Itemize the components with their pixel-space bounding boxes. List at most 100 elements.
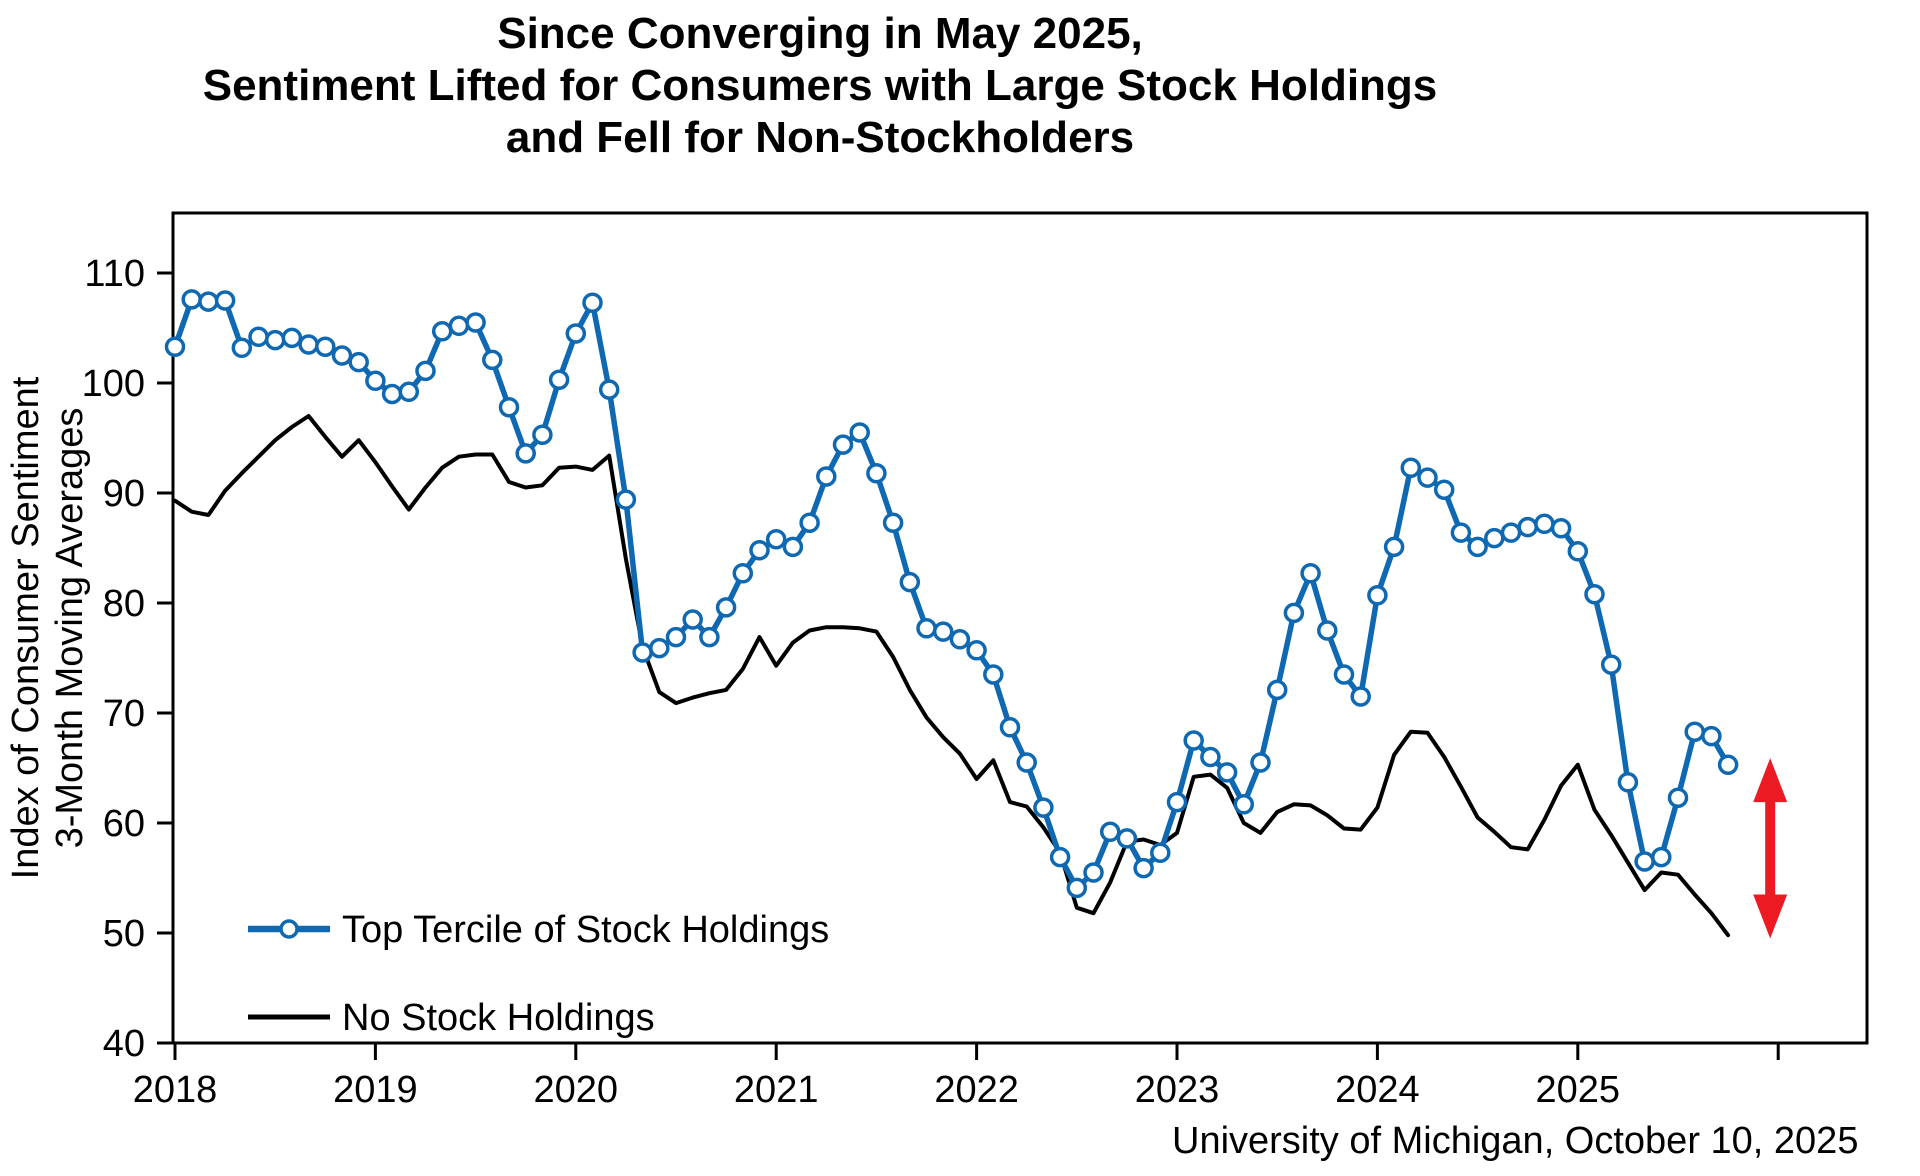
data-point-marker (699, 626, 720, 648)
source-note: University of Michigan, October 10, 2025 (1172, 1120, 1859, 1162)
y-axis-label-line: 3-Month Moving Averages (49, 408, 91, 849)
data-point-marker (565, 323, 587, 344)
data-point-marker (1016, 752, 1037, 773)
x-tick-label: 2020 (534, 1069, 619, 1111)
data-point-marker (916, 618, 937, 639)
data-point-marker (1250, 752, 1271, 773)
data-point-marker (1450, 522, 1472, 543)
data-point-marker (1584, 583, 1605, 605)
data-point-marker (164, 336, 186, 357)
y-tick-label: 40 (103, 1023, 145, 1065)
data-point-marker (548, 369, 570, 390)
data-point-marker (1200, 746, 1221, 768)
data-point-marker (749, 539, 770, 561)
data-point-marker (682, 609, 703, 630)
data-point-marker (1617, 772, 1639, 793)
data-point-marker (949, 629, 971, 650)
x-tick-label: 2023 (1135, 1069, 1220, 1111)
data-point-marker (782, 536, 804, 558)
data-point-marker (715, 597, 737, 618)
x-tick-label: 2019 (333, 1069, 418, 1111)
legend-label: No Stock Holdings (342, 997, 655, 1039)
data-point-marker (264, 329, 286, 351)
divergence-arrow-head-up (1753, 758, 1788, 803)
data-point-marker (799, 512, 820, 533)
y-tick-label: 50 (103, 913, 145, 955)
data-point-marker (1383, 536, 1405, 558)
data-point-marker (582, 292, 603, 313)
data-point-marker (632, 642, 653, 663)
data-point-marker (1300, 563, 1321, 584)
data-point-marker (1183, 730, 1204, 751)
data-point-marker (1350, 686, 1371, 707)
data-point-marker (1116, 828, 1138, 849)
data-point-marker (1083, 862, 1104, 883)
data-point-marker (1150, 842, 1171, 863)
data-point-marker (1216, 762, 1238, 783)
data-point-marker (1634, 851, 1655, 872)
chart-title: Since Converging in May 2025, Sentiment … (0, 8, 1640, 164)
data-point-marker (1600, 654, 1622, 675)
data-point-marker (415, 360, 436, 382)
legend-sample-marker (279, 919, 299, 939)
y-tick-label: 70 (103, 693, 145, 735)
y-tick-label: 100 (82, 363, 145, 405)
data-point-marker (849, 422, 870, 443)
data-point-marker (816, 466, 837, 487)
chart-title-line-2: Sentiment Lifted for Consumers with Larg… (202, 61, 1438, 110)
data-point-marker (248, 326, 269, 348)
y-tick-label: 60 (103, 803, 145, 845)
data-point-marker (281, 327, 303, 349)
x-tick-label: 2021 (734, 1069, 819, 1111)
x-tick-label: 2025 (1536, 1069, 1621, 1111)
data-point-marker (1066, 877, 1088, 899)
data-point-marker (1500, 522, 1522, 543)
chart-title-line-1: Since Converging in May 2025, (497, 9, 1143, 58)
x-tick-label: 2024 (1335, 1069, 1420, 1111)
data-point-marker (732, 563, 754, 584)
x-tick-label: 2018 (133, 1069, 218, 1111)
data-point-marker (365, 370, 386, 392)
x-tick-label: 2022 (934, 1069, 1019, 1111)
y-tick-label: 80 (103, 583, 145, 625)
data-point-marker (181, 289, 202, 310)
data-point-marker (1517, 516, 1538, 538)
divergence-arrow-head-down (1753, 894, 1788, 939)
data-point-marker (1367, 585, 1388, 606)
data-point-marker (1667, 787, 1689, 808)
data-point-marker (498, 396, 520, 418)
data-point-marker (532, 424, 553, 445)
data-point-marker (1266, 679, 1288, 701)
legend-label: Top Tercile of Stock Holdings (342, 909, 829, 951)
data-point-marker (348, 351, 369, 373)
y-axis-label-line: Index of Consumer Sentiment (5, 376, 47, 879)
chart-title-line-3: and Fell for Non-Stockholders (505, 113, 1135, 162)
data-point-marker (482, 349, 503, 371)
data-point-marker (1099, 821, 1121, 843)
data-point-marker (999, 717, 1021, 738)
data-point-marker (214, 290, 236, 311)
data-point-marker (1684, 721, 1705, 742)
data-point-marker (1550, 517, 1572, 539)
data-point-marker (1049, 846, 1071, 868)
data-point-marker (983, 664, 1004, 685)
data-point-marker (1333, 664, 1355, 685)
data-point-marker (331, 345, 353, 366)
data-point-marker (1433, 479, 1455, 500)
data-point-marker (431, 321, 453, 342)
y-tick-label: 90 (103, 473, 145, 515)
data-point-marker (398, 381, 420, 403)
data-point-marker (1717, 754, 1739, 775)
series-no-stock-holdings-line (173, 414, 1731, 938)
data-point-marker (615, 489, 637, 510)
data-point-marker (1417, 467, 1438, 488)
data-point-marker (882, 512, 904, 533)
data-point-marker (515, 443, 536, 464)
data-point-marker (1400, 457, 1422, 478)
data-point-marker (1283, 602, 1305, 624)
data-point-marker (1567, 541, 1589, 562)
data-point-marker (1133, 857, 1154, 879)
data-point-marker (1317, 620, 1338, 641)
